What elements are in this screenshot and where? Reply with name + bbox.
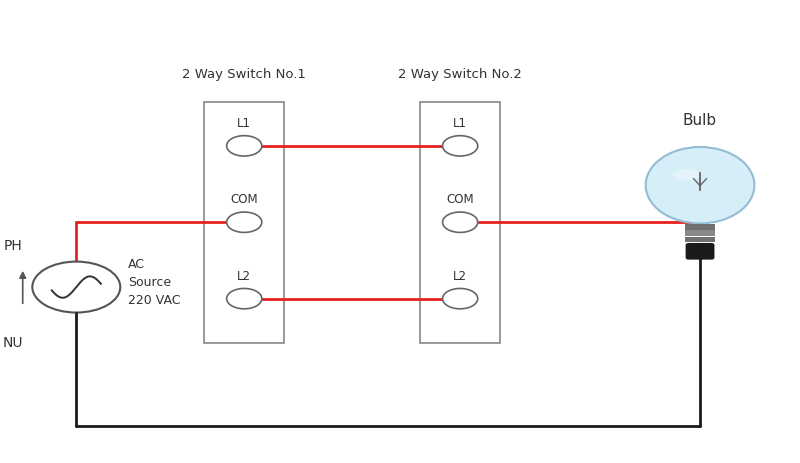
Text: 2 Way Switch No.1: 2 Way Switch No.1 xyxy=(182,68,306,81)
Ellipse shape xyxy=(673,169,700,181)
Ellipse shape xyxy=(646,147,754,223)
Text: L2: L2 xyxy=(453,270,467,283)
Text: L1: L1 xyxy=(453,117,467,130)
Text: 2 Way Switch No.2: 2 Way Switch No.2 xyxy=(398,68,522,81)
Text: PH: PH xyxy=(4,239,22,253)
Circle shape xyxy=(442,288,478,309)
Text: COM: COM xyxy=(230,194,258,206)
Text: L1: L1 xyxy=(238,117,251,130)
Circle shape xyxy=(32,262,120,313)
Bar xyxy=(685,224,715,230)
FancyBboxPatch shape xyxy=(420,102,500,343)
FancyBboxPatch shape xyxy=(204,102,284,343)
Circle shape xyxy=(226,212,262,232)
Text: NU: NU xyxy=(3,336,23,350)
Text: L2: L2 xyxy=(238,270,251,283)
Text: AC
Source
220 VAC: AC Source 220 VAC xyxy=(128,258,181,307)
Circle shape xyxy=(226,288,262,309)
Bar xyxy=(685,237,715,243)
Circle shape xyxy=(226,136,262,156)
FancyBboxPatch shape xyxy=(686,243,714,260)
Bar xyxy=(685,230,715,236)
Circle shape xyxy=(442,136,478,156)
Text: COM: COM xyxy=(446,194,474,206)
Text: Bulb: Bulb xyxy=(683,113,717,128)
Circle shape xyxy=(442,212,478,232)
